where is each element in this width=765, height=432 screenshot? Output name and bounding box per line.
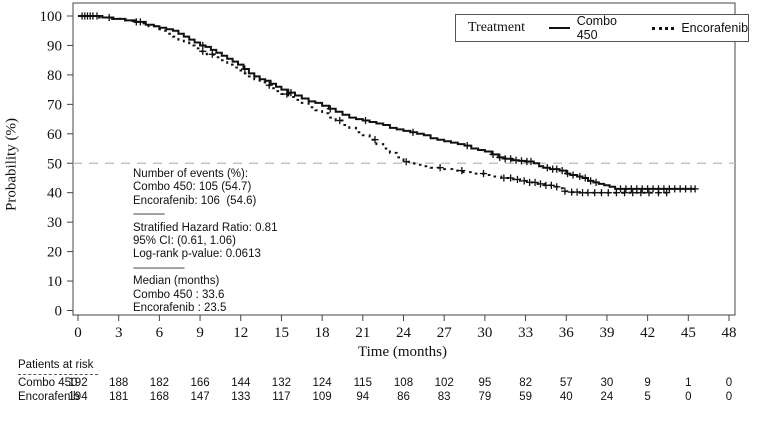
risk-value: 57 bbox=[559, 377, 573, 389]
risk-value: 109 bbox=[312, 391, 332, 403]
legend-combo-label: Combo 450 bbox=[576, 14, 617, 42]
risk-value: 194 bbox=[68, 391, 88, 403]
x-tick-label: 3 bbox=[115, 325, 123, 341]
risk-value: 181 bbox=[109, 391, 129, 403]
risk-value: 30 bbox=[600, 377, 614, 389]
x-tick-label: 42 bbox=[640, 325, 655, 341]
risk-value: 124 bbox=[312, 377, 332, 389]
stats-annotation-block: Number of events (%): Combo 450: 105 (54.… bbox=[133, 168, 277, 315]
x-tick-label: 21 bbox=[355, 325, 370, 341]
legend-entry-combo: Combo 450 bbox=[549, 14, 624, 42]
x-tick-label: 18 bbox=[315, 325, 330, 341]
annotation-line: Median (months) bbox=[133, 275, 220, 288]
x-tick-label: 33 bbox=[518, 325, 533, 341]
y-tick-label: 10 bbox=[47, 274, 62, 290]
risk-table-title: Patients at risk bbox=[18, 359, 94, 371]
risk-value: 168 bbox=[149, 391, 169, 403]
risk-value: 166 bbox=[190, 377, 210, 389]
risk-value: 9 bbox=[644, 377, 651, 389]
x-tick-label: 9 bbox=[196, 325, 204, 341]
y-tick-label: 80 bbox=[47, 68, 62, 84]
risk-value: 188 bbox=[109, 377, 129, 389]
y-tick-label: 90 bbox=[47, 38, 62, 54]
risk-value: 115 bbox=[353, 377, 372, 389]
legend-solid-line-icon bbox=[549, 27, 570, 29]
risk-value: 192 bbox=[68, 377, 88, 389]
annotation-line: Encorafenib : 23.5 bbox=[133, 302, 227, 315]
risk-value: 133 bbox=[231, 391, 251, 403]
risk-value: 1 bbox=[685, 377, 692, 389]
x-tick-label: 0 bbox=[74, 325, 82, 341]
annotation-line: Combo 450 : 33.6 bbox=[133, 288, 225, 301]
y-tick-label: 70 bbox=[47, 97, 62, 113]
x-tick-label: 48 bbox=[722, 325, 737, 341]
x-tick-label: 6 bbox=[156, 325, 164, 341]
risk-value: 117 bbox=[272, 391, 291, 403]
y-tick-label: 20 bbox=[47, 245, 62, 261]
x-tick-label: 30 bbox=[477, 325, 492, 341]
risk-value: 83 bbox=[437, 391, 451, 403]
legend-entry-encorafenib: Encorafenib bbox=[652, 21, 748, 35]
legend-dotted-line-icon bbox=[652, 26, 675, 30]
x-tick-label: 24 bbox=[396, 325, 412, 341]
y-tick-label: 0 bbox=[55, 304, 63, 320]
legend-title: Treatment bbox=[468, 20, 526, 35]
risk-value: 86 bbox=[397, 391, 410, 403]
annotation-separator: ------------------ bbox=[133, 261, 185, 274]
risk-value: 94 bbox=[356, 391, 370, 403]
x-tick-label: 27 bbox=[437, 325, 453, 341]
risk-value: 0 bbox=[685, 391, 692, 403]
y-tick-label: 100 bbox=[40, 9, 63, 25]
annotation-separator: ----------- bbox=[133, 208, 165, 221]
x-tick-label: 39 bbox=[599, 325, 614, 341]
y-tick-label: 40 bbox=[47, 186, 62, 202]
legend-encorafenib-label: Encorafenib bbox=[681, 21, 749, 35]
x-tick-label: 36 bbox=[559, 325, 575, 341]
risk-value: 0 bbox=[725, 391, 733, 403]
risk-value: 132 bbox=[271, 377, 291, 389]
risk-value: 147 bbox=[190, 391, 210, 403]
x-axis-label: Time (months) bbox=[357, 344, 448, 360]
encorafenib-curve bbox=[78, 15, 668, 194]
risk-value: 79 bbox=[478, 391, 492, 403]
combo-450-curve bbox=[78, 15, 696, 190]
annotation-line: Stratified Hazard Ratio: 0.81 bbox=[133, 221, 278, 234]
legend-box: Treatment Combo 450 Encorafenib bbox=[455, 14, 749, 42]
annotation-line: Number of events (%): bbox=[133, 168, 249, 180]
y-tick-label: 60 bbox=[47, 127, 62, 143]
x-tick-label: 45 bbox=[681, 325, 696, 341]
annotation-line: Encorafenib: 106 (54.6) bbox=[133, 194, 257, 207]
risk-value: 102 bbox=[434, 377, 454, 389]
annotation-line: Combo 450: 105 (54.7) bbox=[133, 181, 252, 194]
x-tick-label: 15 bbox=[274, 325, 289, 341]
y-tick-label: 50 bbox=[47, 156, 62, 172]
risk-value: 40 bbox=[559, 391, 573, 403]
risk-value: 95 bbox=[478, 377, 492, 389]
risk-row-label: Encorafenib bbox=[18, 391, 80, 403]
x-tick-label: 12 bbox=[233, 325, 248, 341]
risk-value: 144 bbox=[231, 377, 251, 389]
risk-row-label: Combo 450 bbox=[18, 377, 78, 389]
y-tick-label: 30 bbox=[47, 215, 62, 231]
risk-value: 0 bbox=[725, 377, 733, 389]
risk-value: 182 bbox=[149, 377, 169, 389]
risk-value: 5 bbox=[644, 391, 651, 403]
risk-table-title-underline bbox=[18, 374, 98, 375]
risk-value: 82 bbox=[519, 377, 532, 389]
risk-value: 59 bbox=[519, 391, 532, 403]
annotation-line: 95% CI: (0.61, 1.06) bbox=[133, 235, 236, 248]
risk-value: 24 bbox=[600, 391, 614, 403]
risk-value: 108 bbox=[393, 377, 414, 389]
annotation-line: Log-rank p-value: 0.0613 bbox=[133, 248, 261, 261]
